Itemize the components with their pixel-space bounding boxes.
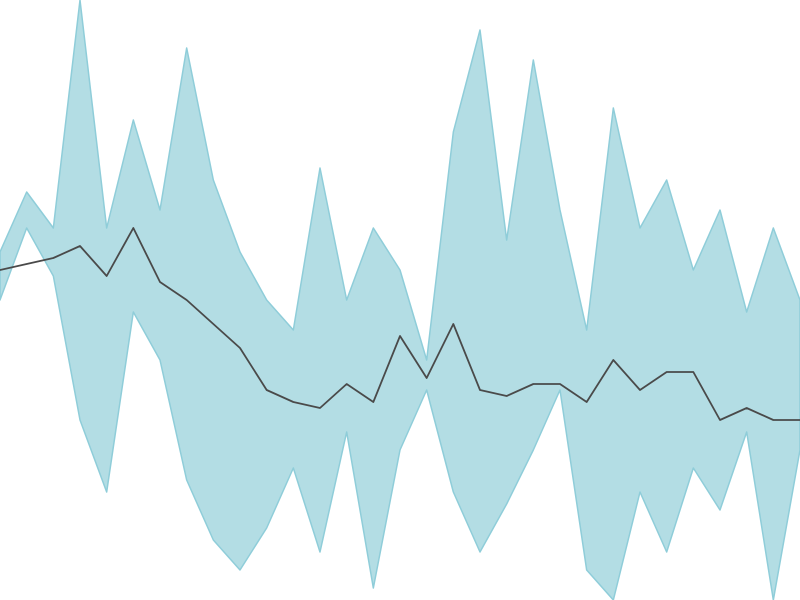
confidence-band-chart [0, 0, 800, 600]
chart-svg [0, 0, 800, 600]
